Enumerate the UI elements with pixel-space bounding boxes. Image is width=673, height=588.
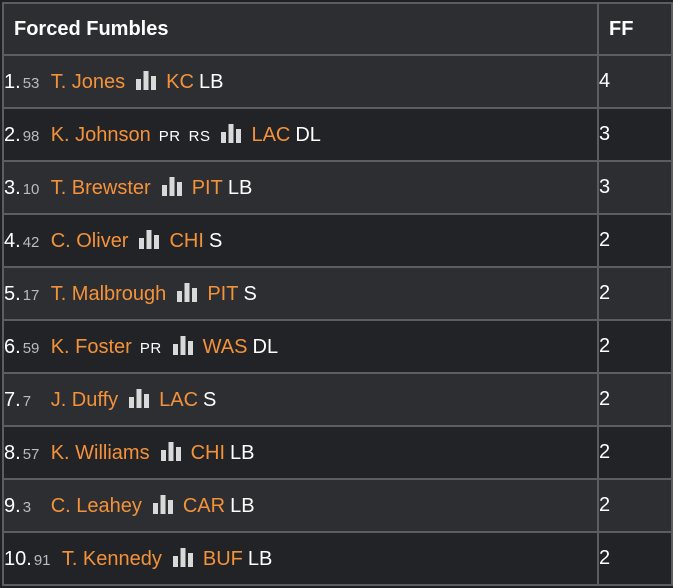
rank: 9. xyxy=(4,494,21,517)
jersey-number: 57 xyxy=(22,445,40,463)
ff-value: 2 xyxy=(597,478,673,533)
team-link[interactable]: LAC xyxy=(159,388,199,411)
rank: 5. xyxy=(4,282,21,305)
player-cell: 4. 42 C. Oliver CHI S xyxy=(2,213,599,268)
jersey-number: 59 xyxy=(22,339,40,357)
ff-value: 2 xyxy=(597,266,673,321)
player-name-link[interactable]: K. Foster xyxy=(50,335,132,358)
team-link[interactable]: CAR xyxy=(182,494,226,517)
team-link[interactable]: PIT xyxy=(191,176,223,199)
table-row: 1. 53 T. Jones KC LB 4 xyxy=(2,54,673,109)
player-tag: PR xyxy=(139,339,162,357)
header-ff[interactable]: FF xyxy=(597,2,673,56)
position: LB xyxy=(227,176,253,199)
rank: 8. xyxy=(4,441,21,464)
table-row: 10. 91 T. Kennedy BUF LB 2 xyxy=(2,531,673,586)
position: LB xyxy=(247,547,273,570)
table-row: 6. 59 K. Foster PR WAS DL 2 xyxy=(2,319,673,374)
player-cell: 10. 91 T. Kennedy BUF LB xyxy=(2,531,599,586)
bar-chart-icon[interactable] xyxy=(138,229,160,249)
team-link[interactable]: WAS xyxy=(202,335,248,358)
player-name-link[interactable]: C. Leahey xyxy=(50,494,142,517)
bar-chart-icon[interactable] xyxy=(172,547,194,567)
jersey-number: 53 xyxy=(22,74,40,92)
rank: 6. xyxy=(4,335,21,358)
player-name-link[interactable]: T. Jones xyxy=(50,70,126,93)
team-link[interactable]: BUF xyxy=(202,547,243,570)
player-name-link[interactable]: K. Williams xyxy=(50,441,150,464)
ff-value: 2 xyxy=(597,372,673,427)
player-cell: 7. 7 J. Duffy LAC S xyxy=(2,372,599,427)
jersey-number: 3 xyxy=(22,498,32,516)
table-header: Forced Fumbles FF xyxy=(2,2,673,56)
ff-value: 2 xyxy=(597,425,673,480)
player-cell: 2. 98 K. Johnson PR RS LAC DL xyxy=(2,107,599,162)
position: LB xyxy=(230,441,255,464)
position: LB xyxy=(198,70,224,93)
team-link[interactable]: KC xyxy=(166,70,194,93)
player-tag: PR xyxy=(158,127,181,145)
ff-value: 4 xyxy=(597,54,673,109)
ff-value: 2 xyxy=(597,213,673,268)
team-link[interactable]: LAC xyxy=(251,123,291,146)
header-title: Forced Fumbles xyxy=(2,2,599,56)
jersey-number: 17 xyxy=(22,286,40,304)
jersey-number: 91 xyxy=(33,551,51,569)
rank: 4. xyxy=(4,229,21,252)
rank: 10. xyxy=(4,547,32,570)
bar-chart-icon[interactable] xyxy=(161,176,183,196)
position: S xyxy=(243,282,257,305)
team-link[interactable]: CHI xyxy=(190,441,226,464)
jersey-number: 7 xyxy=(22,392,32,410)
player-name-link[interactable]: C. Oliver xyxy=(50,229,129,252)
player-name-link[interactable]: K. Johnson xyxy=(50,123,151,146)
team-link[interactable]: CHI xyxy=(169,229,204,252)
table-row: 9. 3 C. Leahey CAR LB 2 xyxy=(2,478,673,533)
bar-chart-icon[interactable] xyxy=(128,388,150,408)
table-row: 3. 10 T. Brewster PIT LB 3 xyxy=(2,160,673,215)
player-cell: 3. 10 T. Brewster PIT LB xyxy=(2,160,599,215)
ff-value: 2 xyxy=(597,319,673,374)
rank: 3. xyxy=(4,176,21,199)
bar-chart-icon[interactable] xyxy=(220,123,242,143)
player-cell: 1. 53 T. Jones KC LB xyxy=(2,54,599,109)
position: DL xyxy=(295,123,321,146)
player-name-link[interactable]: T. Brewster xyxy=(50,176,151,199)
jersey-number: 98 xyxy=(22,127,40,145)
ff-value: 3 xyxy=(597,160,673,215)
table-row: 7. 7 J. Duffy LAC S 2 xyxy=(2,372,673,427)
team-link[interactable]: PIT xyxy=(207,282,239,305)
ff-value: 2 xyxy=(597,531,673,586)
bar-chart-icon[interactable] xyxy=(172,335,194,355)
position: S xyxy=(203,388,217,411)
player-name-link[interactable]: J. Duffy xyxy=(50,388,119,411)
rank: 2. xyxy=(4,123,21,146)
player-cell: 9. 3 C. Leahey CAR LB xyxy=(2,478,599,533)
table-row: 8. 57 K. Williams CHI LB 2 xyxy=(2,425,673,480)
player-cell: 5. 17 T. Malbrough PIT S xyxy=(2,266,599,321)
player-cell: 6. 59 K. Foster PR WAS DL xyxy=(2,319,599,374)
bar-chart-icon[interactable] xyxy=(152,494,174,514)
player-name-link[interactable]: T. Malbrough xyxy=(50,282,167,305)
position: LB xyxy=(230,494,255,517)
table-row: 4. 42 C. Oliver CHI S 2 xyxy=(2,213,673,268)
player-tag: RS xyxy=(188,127,211,145)
ff-value: 3 xyxy=(597,107,673,162)
position: S xyxy=(208,229,223,252)
bar-chart-icon[interactable] xyxy=(160,441,182,461)
player-cell: 8. 57 K. Williams CHI LB xyxy=(2,425,599,480)
bar-chart-icon[interactable] xyxy=(176,282,198,302)
bar-chart-icon[interactable] xyxy=(135,70,157,90)
player-name-link[interactable]: T. Kennedy xyxy=(61,547,162,570)
jersey-number: 42 xyxy=(22,233,40,251)
position: DL xyxy=(252,335,279,358)
table-row: 2. 98 K. Johnson PR RS LAC DL 3 xyxy=(2,107,673,162)
rank: 7. xyxy=(4,388,21,411)
table-row: 5. 17 T. Malbrough PIT S 2 xyxy=(2,266,673,321)
jersey-number: 10 xyxy=(22,180,40,198)
rank: 1. xyxy=(4,70,21,93)
